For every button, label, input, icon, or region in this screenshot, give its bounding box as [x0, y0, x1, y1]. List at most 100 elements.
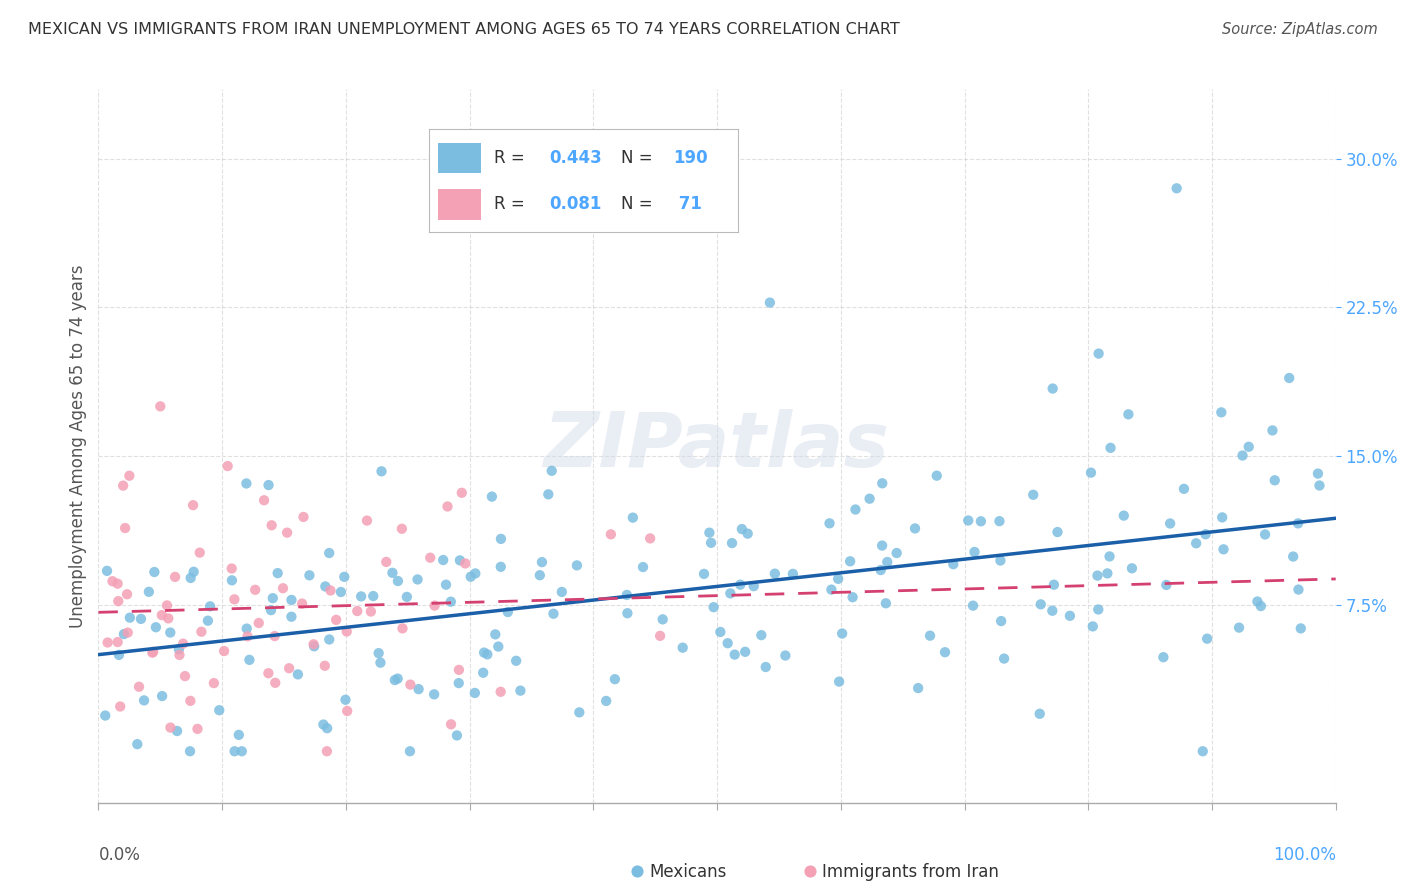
Point: [387, 672, 409, 686]
Point: [530, 555, 553, 569]
Point: [1118, 407, 1140, 421]
Point: [115, 587, 138, 601]
Point: [990, 614, 1012, 628]
Point: [886, 546, 908, 560]
Point: [1087, 568, 1109, 582]
Point: [107, 576, 129, 591]
Text: Source: ZipAtlas.com: Source: ZipAtlas.com: [1222, 22, 1378, 37]
Point: [942, 558, 965, 572]
Point: [489, 532, 512, 546]
Point: [224, 744, 246, 758]
Point: [447, 663, 470, 677]
Point: [149, 400, 172, 414]
Point: [236, 629, 259, 643]
Text: N =: N =: [620, 149, 658, 167]
Point: [318, 546, 340, 560]
Point: [367, 646, 389, 660]
Point: [350, 590, 373, 604]
Point: [387, 574, 409, 588]
Point: [128, 680, 150, 694]
Point: [1087, 346, 1109, 360]
Point: [872, 476, 894, 491]
Text: 100.0%: 100.0%: [1272, 846, 1336, 863]
Point: [699, 525, 721, 540]
Point: [138, 584, 160, 599]
Point: [406, 573, 429, 587]
Point: [1059, 608, 1081, 623]
Point: [94, 708, 117, 723]
Point: [962, 599, 984, 613]
Point: [464, 566, 486, 581]
Point: [1043, 578, 1066, 592]
Point: [1173, 482, 1195, 496]
Point: [356, 514, 378, 528]
Text: R =: R =: [494, 149, 530, 167]
Point: [112, 627, 135, 641]
Point: [603, 672, 626, 686]
Point: [314, 658, 336, 673]
Point: [1046, 524, 1069, 539]
Text: R =: R =: [494, 195, 530, 213]
Point: [818, 516, 841, 531]
Point: [782, 566, 804, 581]
Point: [253, 493, 276, 508]
Point: [432, 553, 454, 567]
Point: [484, 627, 506, 641]
Point: [212, 644, 235, 658]
Point: [599, 527, 621, 541]
Point: [1022, 488, 1045, 502]
Point: [101, 574, 124, 589]
Point: [1308, 478, 1330, 492]
Point: [749, 628, 772, 642]
Point: [276, 525, 298, 540]
Point: [174, 669, 197, 683]
Point: [399, 678, 422, 692]
Point: [489, 685, 512, 699]
Point: [990, 553, 1012, 567]
Point: [271, 581, 294, 595]
Bar: [439, 143, 481, 173]
Point: [141, 646, 163, 660]
Point: [1081, 619, 1104, 633]
Point: [1098, 549, 1121, 564]
Point: [672, 640, 695, 655]
Point: [267, 566, 290, 581]
Point: [1237, 440, 1260, 454]
Point: [638, 532, 661, 546]
Point: [316, 744, 339, 758]
Point: [118, 610, 141, 624]
Point: [464, 686, 486, 700]
Point: [551, 585, 574, 599]
Point: [156, 599, 179, 613]
Point: [1159, 516, 1181, 531]
Point: [110, 699, 132, 714]
Point: [127, 737, 149, 751]
Point: [298, 568, 321, 582]
Point: [129, 612, 152, 626]
Point: [993, 651, 1015, 665]
Point: [325, 613, 347, 627]
Point: [472, 646, 495, 660]
Point: [693, 566, 716, 581]
Point: [1028, 706, 1050, 721]
Point: [238, 653, 260, 667]
Point: [703, 600, 725, 615]
Point: [486, 640, 509, 654]
Point: [731, 522, 754, 536]
Point: [734, 645, 756, 659]
Point: [957, 514, 980, 528]
Point: [839, 554, 862, 568]
Point: [395, 590, 418, 604]
Point: [316, 721, 339, 735]
Point: [159, 625, 181, 640]
Point: [1211, 510, 1233, 524]
Point: [391, 621, 413, 635]
Point: [595, 694, 617, 708]
Point: [1121, 561, 1143, 575]
Point: [844, 502, 866, 516]
Point: [312, 717, 335, 731]
Point: [257, 478, 280, 492]
Point: [724, 648, 747, 662]
Point: [181, 498, 204, 512]
Point: [742, 579, 765, 593]
